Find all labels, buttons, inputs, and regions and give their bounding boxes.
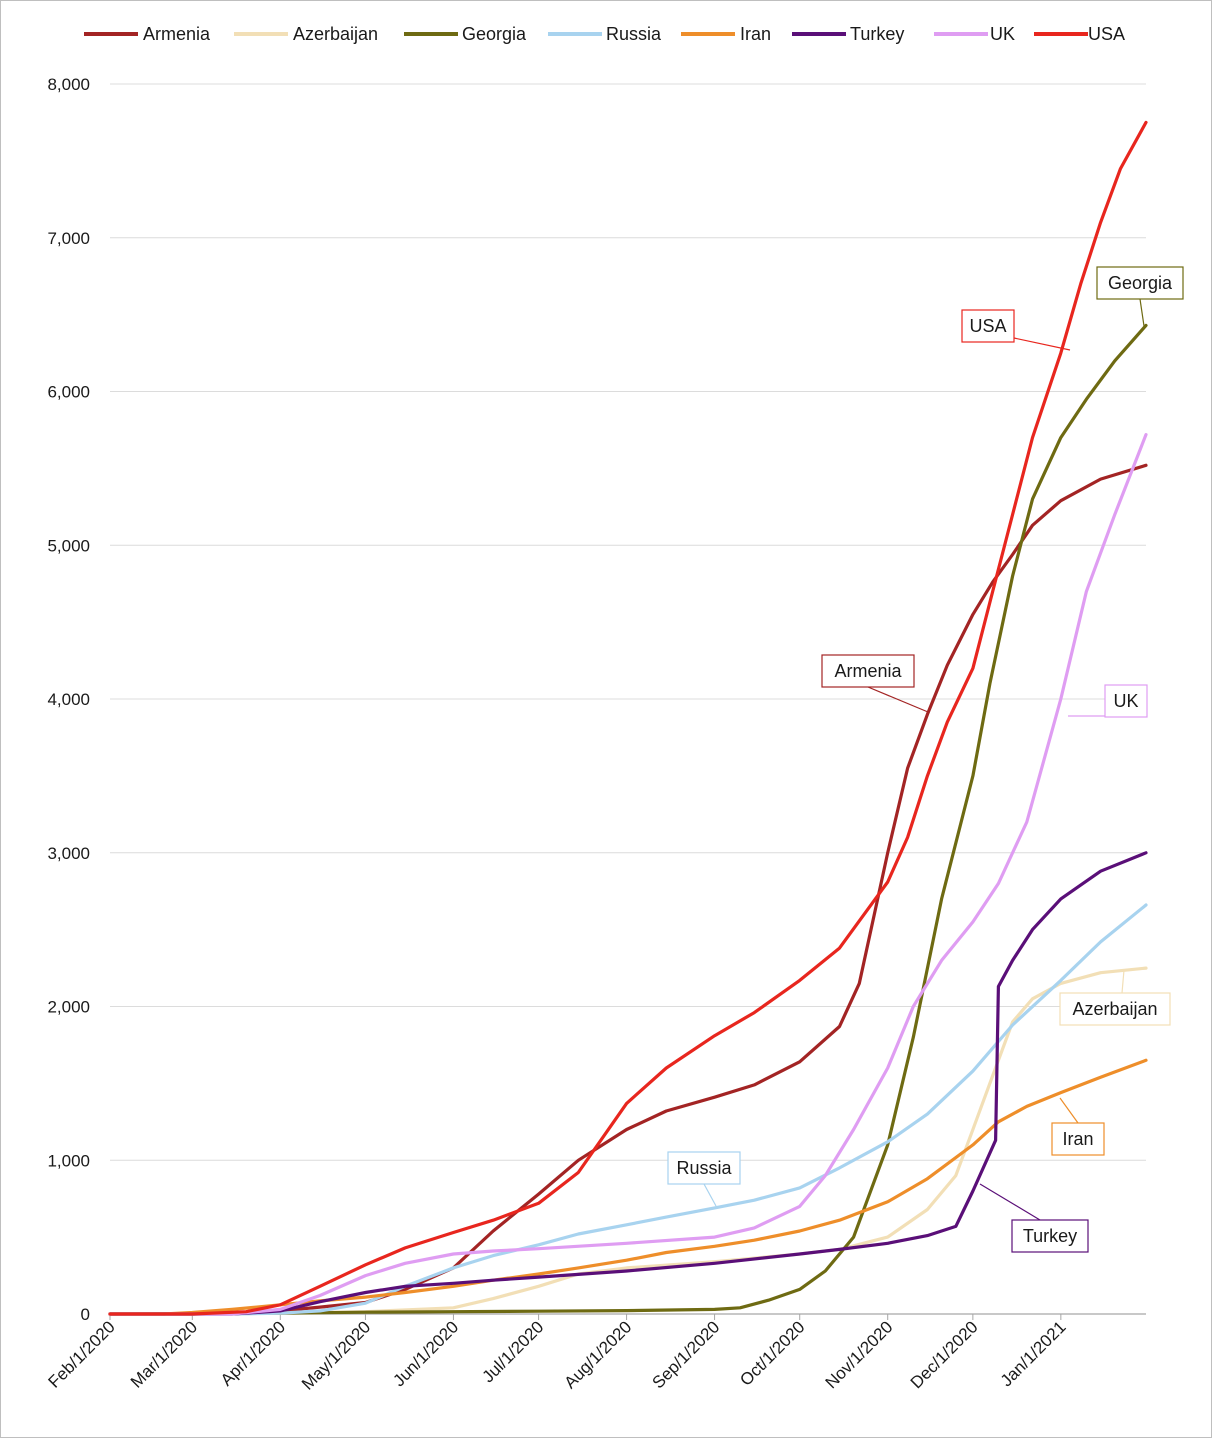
callout-box-turkey (1011, 1219, 1089, 1253)
callout-label-iran: Iran (1062, 1129, 1093, 1149)
x-tick-label: Jul/1/2020 (479, 1317, 548, 1386)
callout-leader-azerbaijan (1121, 969, 1125, 994)
y-tick-label: 1,000 (47, 1151, 90, 1170)
callout-label-turkey: Turkey (1023, 1226, 1077, 1246)
callout-box-armenia (821, 654, 915, 688)
callout-box-usa (961, 309, 1015, 343)
x-tick-label: Feb/1/2020 (45, 1317, 119, 1391)
x-tick-label: May/1/2020 (298, 1317, 374, 1393)
series-line-azerbaijan (108, 966, 1148, 1316)
callout-box-uk (1104, 684, 1148, 718)
callout-label-usa: USA (969, 316, 1006, 336)
y-tick-label: 5,000 (47, 536, 90, 555)
callout-leader-georgia (1139, 298, 1145, 327)
callout-label-uk: UK (1113, 691, 1138, 711)
callout-leader-armenia (867, 686, 929, 713)
legend-label-azerbaijan: Azerbaijan (293, 24, 378, 44)
series-line-russia (108, 903, 1148, 1316)
legend-label-turkey: Turkey (850, 24, 904, 44)
callout-box-iran (1051, 1122, 1105, 1156)
x-tick-label: Aug/1/2020 (560, 1317, 635, 1392)
y-tick-label: 0 (81, 1305, 90, 1324)
series-line-georgia (108, 323, 1148, 1316)
x-tick-label: Nov/1/2020 (822, 1317, 897, 1392)
series-line-usa (108, 120, 1148, 1316)
y-tick-label: 4,000 (47, 690, 90, 709)
x-tick-label: Mar/1/2020 (127, 1317, 201, 1391)
callout-label-armenia: Armenia (834, 661, 902, 681)
series-line-turkey (108, 851, 1148, 1316)
legend-label-armenia: Armenia (143, 24, 211, 44)
legend-label-usa: USA (1088, 24, 1125, 44)
x-tick-label: Sep/1/2020 (648, 1317, 723, 1392)
callout-leader-turkey (979, 1183, 1041, 1221)
x-tick-label: Jan/1/2021 (997, 1317, 1070, 1390)
x-tick-label: Dec/1/2020 (907, 1317, 982, 1392)
series-line-uk (108, 433, 1148, 1316)
callout-label-azerbaijan: Azerbaijan (1072, 999, 1157, 1019)
legend-label-uk: UK (990, 24, 1015, 44)
x-tick-label: Jun/1/2020 (389, 1317, 462, 1390)
callout-box-russia (667, 1151, 741, 1185)
callout-label-russia: Russia (676, 1158, 732, 1178)
y-tick-label: 2,000 (47, 998, 90, 1017)
series-line-armenia (108, 463, 1148, 1316)
callout-leader-russia (703, 1183, 717, 1207)
callout-box-georgia (1096, 266, 1184, 300)
callout-leader-usa (1013, 337, 1071, 351)
x-tick-label: Oct/1/2020 (736, 1317, 808, 1389)
legend-label-russia: Russia (606, 24, 662, 44)
legend-label-iran: Iran (740, 24, 771, 44)
callout-box-azerbaijan (1059, 992, 1171, 1026)
callout-leader-iran (1059, 1097, 1079, 1124)
x-tick-label: Apr/1/2020 (217, 1317, 289, 1389)
series-line-iran (108, 1058, 1148, 1316)
y-tick-label: 3,000 (47, 844, 90, 863)
y-tick-label: 8,000 (47, 75, 90, 94)
legend-label-georgia: Georgia (462, 24, 527, 44)
y-tick-label: 7,000 (47, 229, 90, 248)
y-tick-label: 6,000 (47, 383, 90, 402)
callout-label-georgia: Georgia (1108, 273, 1173, 293)
